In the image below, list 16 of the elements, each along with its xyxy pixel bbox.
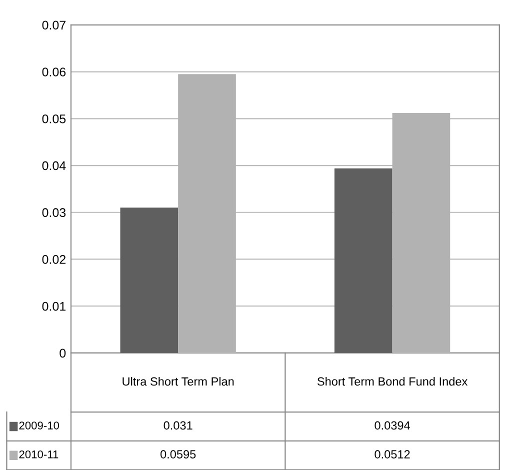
y-tick-label: 0.03 (42, 208, 66, 218)
data-label: 0.031 (164, 421, 192, 430)
data-label: 0.0512 (374, 450, 410, 458)
y-tick-label: 0.04 (42, 161, 66, 170)
y-tick-label: 0.01 (42, 302, 66, 311)
legend-label: 2010-11 (19, 450, 58, 458)
x-tick-label: Ultra Short Term Plan (122, 376, 234, 386)
data-label: 0.0394 (374, 421, 410, 430)
y-tick-label: 0 (60, 348, 66, 358)
y-tick-label: 0.05 (42, 114, 66, 124)
y-tick-label: 0.07 (42, 20, 66, 30)
x-tick-label: Short Term Bond Fund Index (317, 376, 468, 386)
y-tick-label: 0.06 (42, 68, 66, 76)
y-tick-label: 0.02 (42, 255, 66, 264)
legend-label: 2009-10 (19, 422, 60, 430)
data-label: 0.0595 (160, 450, 196, 458)
